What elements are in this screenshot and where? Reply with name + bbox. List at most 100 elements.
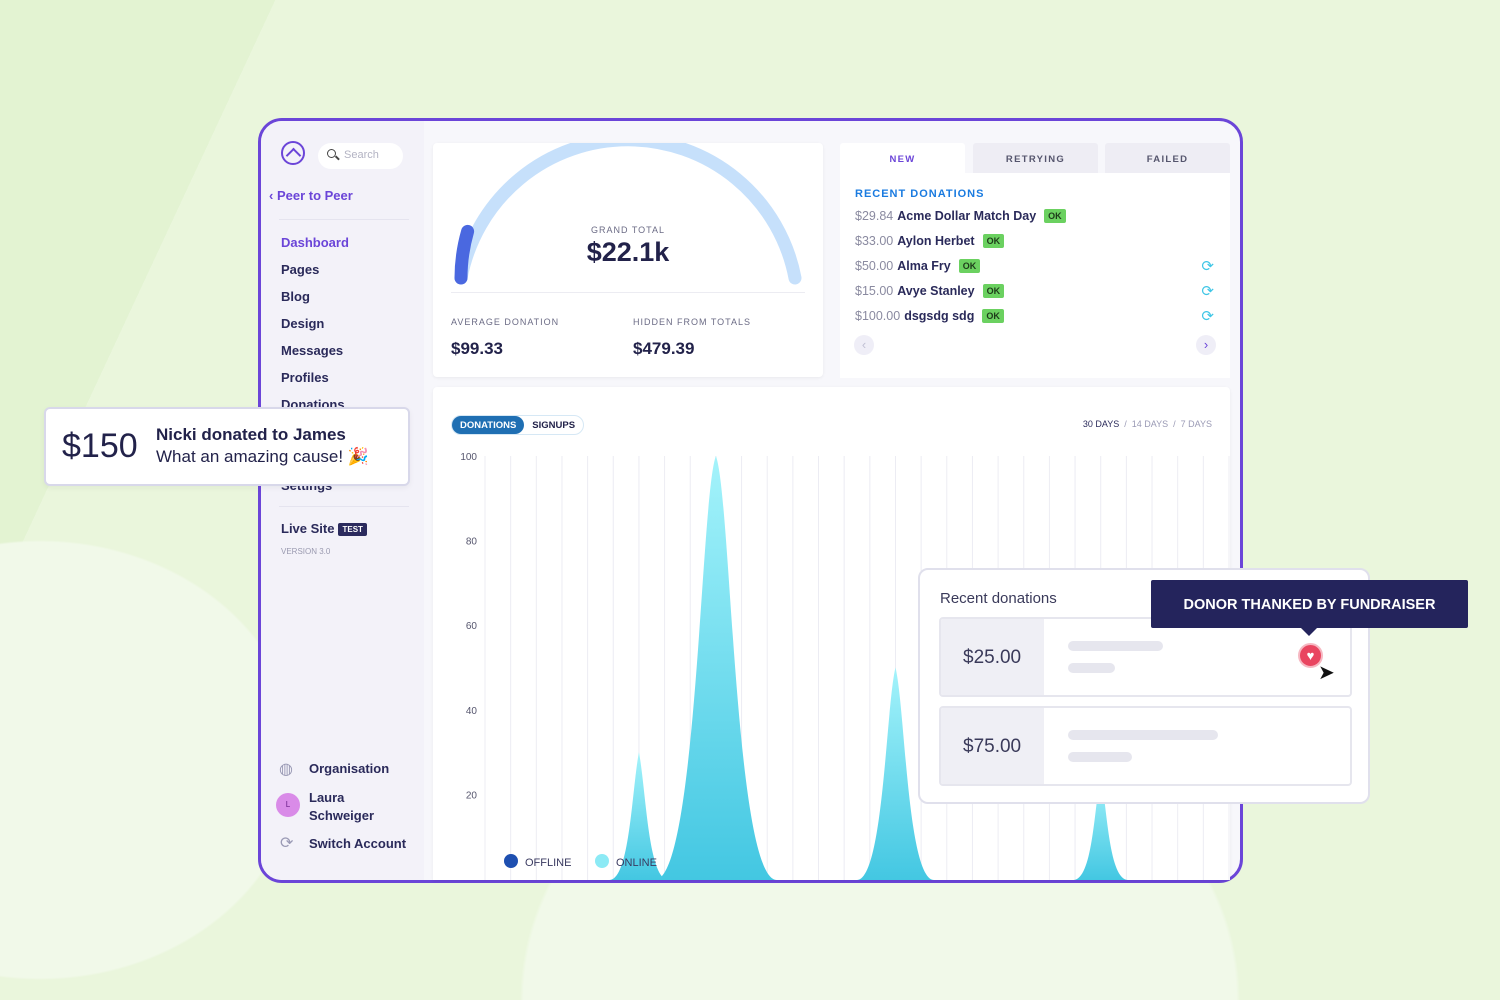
totals-card: GRAND TOTAL $22.1k AVERAGE DONATION $99.… [433,143,823,377]
data-peak[interactable] [1073,773,1128,880]
next-page-button[interactable]: › [1196,335,1216,355]
retry-icon[interactable]: ⟳ [1201,258,1214,275]
legend-online-marker [595,854,609,868]
gauge-track [454,143,802,285]
avatar[interactable]: L [276,793,300,817]
retry-icon[interactable]: ⟳ [1201,308,1214,325]
row-amount: $50.00 [855,259,894,273]
toggle-donations[interactable]: DONATIONS [452,416,525,434]
donation-amount: $75.00 [941,708,1044,784]
version-label: VERSION 3.0 [281,547,331,556]
divider [279,219,409,220]
donation-amount: $25.00 [941,619,1044,695]
range-14-days[interactable]: 14 DAYS [1131,419,1169,429]
row-amount: $33.00 [855,234,894,248]
search-input[interactable]: Search [318,143,403,169]
donations-panel: NEW RETRYING FAILED RECENT DONATIONS $29… [840,143,1230,378]
divider [451,292,805,293]
placeholder-line [1068,641,1163,651]
search-placeholder: Search [344,149,379,161]
legend: OFFLINE ONLINE [504,854,657,869]
range-selector: 30 DAYS / 14 DAYS / 7 DAYS [1082,419,1212,429]
placeholder-line [1068,752,1132,762]
sidebar-item-pages[interactable]: Pages [281,262,320,277]
status-badge: OK [982,309,1004,323]
data-peak[interactable] [857,667,934,881]
data-peak[interactable] [655,456,777,880]
average-donation-value: $99.33 [451,339,503,358]
y-tick-label: 60 [466,621,478,632]
y-tick-label: 20 [466,790,478,801]
chart-toggle: DONATIONS SIGNUPS [451,415,585,435]
gauge [454,143,802,285]
y-tick-label: 100 [460,452,477,463]
switch-icon: ⟳ [280,835,294,852]
status-badge: OK [982,234,1005,248]
grand-total-value: $22.1k [586,237,670,267]
tab-retrying[interactable]: RETRYING [973,143,1098,173]
notification-title: Nicki donated to James [156,425,346,444]
row-amount: $100.00 [855,309,901,323]
globe-icon: ◍ [279,761,293,778]
retry-icon[interactable]: ⟳ [1201,283,1214,300]
user-name[interactable]: Laura Schweiger [309,790,375,823]
donation-row[interactable]: $33.00 Aylon Herbet OK [855,234,1005,248]
placeholder-line [1068,663,1115,673]
grand-total-label: GRAND TOTAL [590,225,665,235]
prev-page-button[interactable]: ‹ [854,335,874,355]
donation-item[interactable]: $25.00 [939,617,1352,697]
notification-message: What an amazing cause! 🎉 [156,447,369,466]
placeholder-line [1068,730,1218,740]
donation-item[interactable]: $75.00 [939,706,1352,786]
app-window: Search ‹ Peer to Peer Dashboard Pages Bl… [258,118,1243,883]
donation-row[interactable]: $29.84 Acme Dollar Match Day OK [855,209,1066,223]
donation-row[interactable]: $50.00 Alma Fry OK [855,259,981,273]
donation-row[interactable]: $100.00 dsgsdg sdg OK [855,309,1004,323]
gauge-fill [454,224,475,285]
live-site-link[interactable]: Live Site TEST [281,521,367,537]
hidden-totals-label: HIDDEN FROM TOTALS [633,317,752,327]
row-name: Alma Fry [897,259,951,273]
donation-row[interactable]: $15.00 Avye Stanley OK [855,284,1005,298]
y-tick-label: 40 [466,706,478,717]
switch-account-link[interactable]: Switch Account [309,836,407,851]
legend-online: ONLINE [616,857,657,869]
range-7-days[interactable]: 7 DAYS [1180,419,1212,429]
heart-icon[interactable]: ♥ [1298,643,1323,668]
live-site-label: Live Site [281,521,335,536]
row-name: Acme Dollar Match Day [897,209,1037,223]
back-label: Peer to Peer [276,188,353,203]
legend-offline-marker [504,854,518,868]
status-badge: OK [958,259,981,273]
status-badge: OK [1044,209,1066,223]
data-peak[interactable] [609,752,669,880]
sidebar-item-messages[interactable]: Messages [281,343,344,358]
search-icon [327,149,336,158]
row-amount: $29.84 [855,209,894,223]
legend-offline: OFFLINE [525,857,571,869]
cursor-icon: ➤ [1318,662,1335,684]
row-name: Avye Stanley [897,284,975,298]
sidebar: Search ‹ Peer to Peer Dashboard Pages Bl… [261,121,424,880]
recent-card-title: Recent donations [940,590,1057,607]
tab-failed[interactable]: FAILED [1105,143,1230,173]
hidden-totals-value: $479.39 [633,339,695,358]
tab-new[interactable]: NEW [840,143,965,173]
logo-icon[interactable] [281,141,305,165]
range-30-days[interactable]: 30 DAYS [1082,419,1120,429]
average-donation-label: AVERAGE DONATION [451,317,560,327]
sidebar-item-dashboard[interactable]: Dashboard [281,235,349,250]
sidebar-item-profiles[interactable]: Profiles [281,370,329,385]
row-name: dsgsdg sdg [904,309,975,323]
divider [279,506,409,507]
sidebar-item-design[interactable]: Design [281,316,325,331]
back-link[interactable]: ‹ Peer to Peer [269,188,353,203]
row-name: Aylon Herbet [897,234,975,248]
donation-notification: $150 Nicki donated to James What an amaz… [44,407,410,486]
sidebar-item-blog[interactable]: Blog [281,289,310,304]
recent-donations-heading: RECENT DONATIONS [855,188,985,200]
organisation-link[interactable]: Organisation [309,761,390,776]
test-badge: TEST [338,523,367,537]
status-badge: OK [982,284,1005,298]
toggle-signups[interactable]: SIGNUPS [532,420,576,431]
